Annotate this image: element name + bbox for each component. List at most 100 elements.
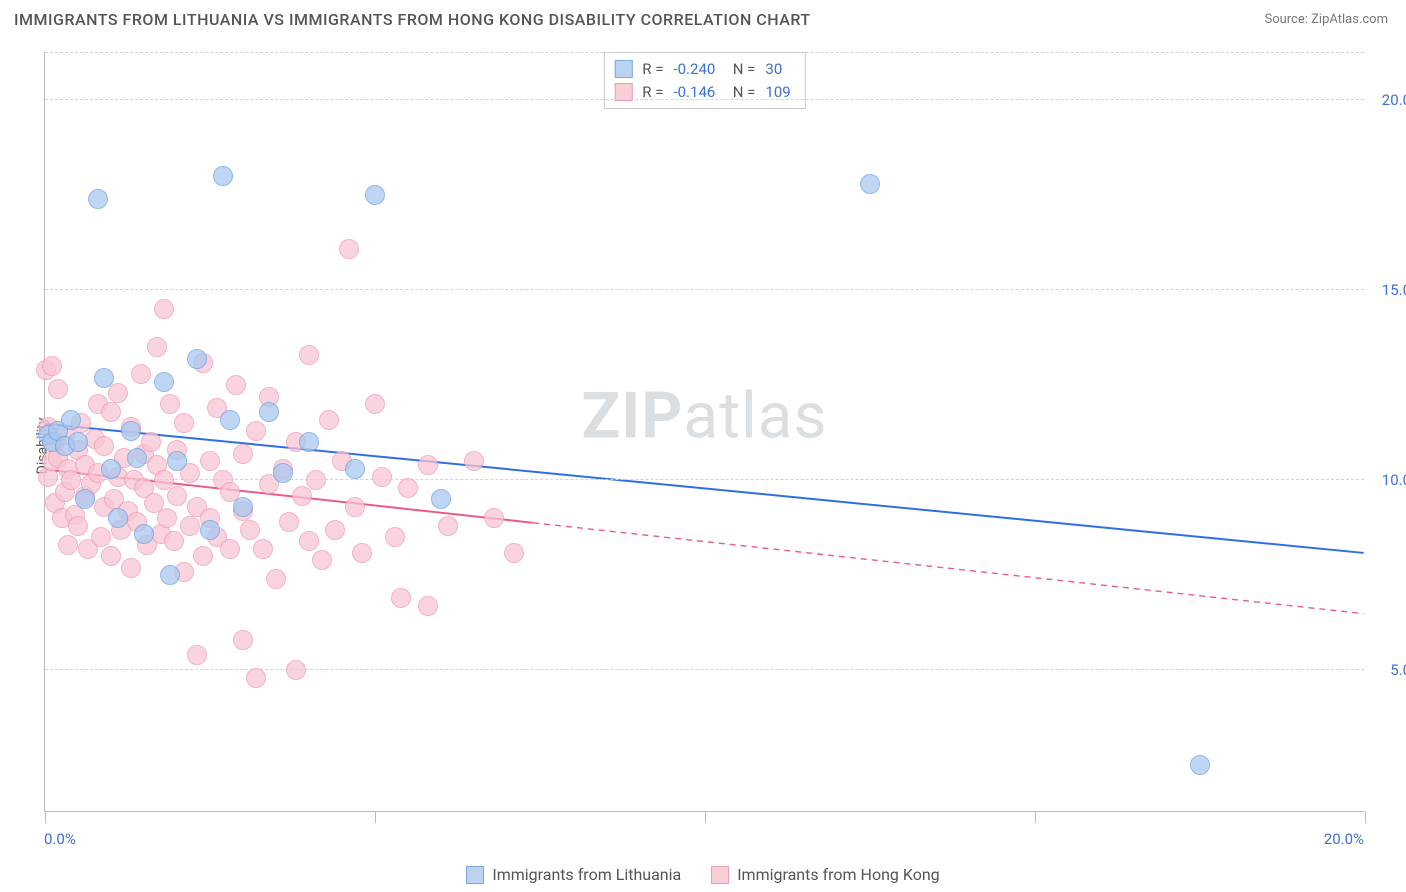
legend-item-lithuania: Immigrants from Lithuania	[466, 865, 681, 884]
legend-row-lithuania: R = -0.240 N = 30	[614, 58, 790, 81]
correlation-legend: R = -0.240 N = 30 R = -0.146 N = 109	[603, 52, 805, 109]
scatter-point-lithuania	[101, 459, 121, 479]
scatter-point-lithuania	[94, 368, 114, 388]
scatter-point-hongkong	[325, 520, 345, 540]
scatter-point-lithuania	[200, 520, 220, 540]
scatter-point-hongkong	[484, 508, 504, 528]
scatter-point-hongkong	[246, 668, 266, 688]
y-tick-label: 15.0%	[1372, 281, 1406, 299]
scatter-point-hongkong	[187, 645, 207, 665]
gridline	[45, 669, 1364, 670]
scatter-point-hongkong	[339, 239, 359, 259]
scatter-point-hongkong	[193, 546, 213, 566]
scatter-point-hongkong	[385, 527, 405, 547]
chart-title: IMMIGRANTS FROM LITHUANIA VS IMMIGRANTS …	[14, 10, 811, 29]
scatter-point-hongkong	[464, 451, 484, 471]
scatter-point-lithuania	[134, 524, 154, 544]
scatter-point-hongkong	[391, 588, 411, 608]
x-tick	[1035, 811, 1036, 823]
scatter-point-hongkong	[220, 539, 240, 559]
scatter-point-lithuania	[299, 432, 319, 452]
scatter-point-hongkong	[299, 345, 319, 365]
x-tick-label: 0.0%	[44, 830, 76, 848]
plot-area: ZIPatlas R = -0.240 N = 30 R = -0.146 N …	[44, 52, 1364, 812]
scatter-point-hongkong	[180, 516, 200, 536]
scatter-point-lithuania	[108, 508, 128, 528]
scatter-point-lithuania	[213, 166, 233, 186]
scatter-point-hongkong	[101, 402, 121, 422]
r-label: R =	[642, 58, 663, 81]
r-value-lithuania: -0.240	[673, 58, 715, 81]
scatter-point-lithuania	[220, 410, 240, 430]
scatter-point-hongkong	[312, 550, 332, 570]
scatter-point-hongkong	[91, 527, 111, 547]
series-label-lithuania: Immigrants from Lithuania	[492, 865, 681, 884]
scatter-point-hongkong	[167, 486, 187, 506]
source-label: Source: ZipAtlas.com	[1264, 12, 1388, 27]
scatter-point-hongkong	[438, 516, 458, 536]
gridline	[45, 289, 1364, 290]
scatter-point-lithuania	[1190, 755, 1210, 775]
scatter-point-hongkong	[279, 512, 299, 532]
scatter-point-hongkong	[286, 660, 306, 680]
scatter-point-hongkong	[68, 516, 88, 536]
chart-header: IMMIGRANTS FROM LITHUANIA VS IMMIGRANTS …	[0, 0, 1406, 33]
scatter-point-hongkong	[131, 364, 151, 384]
scatter-point-lithuania	[431, 489, 451, 509]
scatter-point-lithuania	[160, 565, 180, 585]
x-tick-label: 20.0%	[1324, 830, 1364, 848]
scatter-point-hongkong	[94, 436, 114, 456]
scatter-point-lithuania	[88, 189, 108, 209]
scatter-point-hongkong	[398, 478, 418, 498]
scatter-point-lithuania	[154, 372, 174, 392]
scatter-point-hongkong	[504, 543, 524, 563]
x-tick	[45, 811, 46, 823]
scatter-point-hongkong	[58, 535, 78, 555]
swatch-lithuania	[466, 866, 484, 884]
scatter-point-hongkong	[418, 455, 438, 475]
scatter-point-lithuania	[259, 402, 279, 422]
scatter-point-lithuania	[167, 451, 187, 471]
scatter-point-hongkong	[42, 356, 62, 376]
gridline	[45, 52, 1364, 53]
scatter-point-hongkong	[164, 531, 184, 551]
scatter-point-hongkong	[160, 394, 180, 414]
y-tick-label: 5.0%	[1372, 661, 1406, 679]
series-legend: Immigrants from Lithuania Immigrants fro…	[0, 865, 1406, 884]
scatter-point-hongkong	[345, 497, 365, 517]
swatch-hongkong	[614, 83, 632, 101]
scatter-point-hongkong	[365, 394, 385, 414]
scatter-point-hongkong	[306, 470, 326, 490]
legend-item-hongkong: Immigrants from Hong Kong	[711, 865, 939, 884]
scatter-point-hongkong	[240, 520, 260, 540]
scatter-point-lithuania	[233, 497, 253, 517]
gridline	[45, 99, 1364, 100]
x-tick	[375, 811, 376, 823]
scatter-point-lithuania	[187, 349, 207, 369]
scatter-point-hongkong	[233, 630, 253, 650]
scatter-point-hongkong	[372, 467, 392, 487]
scatter-point-hongkong	[147, 337, 167, 357]
y-tick-label: 10.0%	[1372, 471, 1406, 489]
scatter-point-hongkong	[108, 383, 128, 403]
swatch-hongkong	[711, 866, 729, 884]
scatter-point-hongkong	[121, 558, 141, 578]
scatter-point-hongkong	[266, 569, 286, 589]
scatter-point-hongkong	[154, 299, 174, 319]
x-tick	[1365, 811, 1366, 823]
n-label: N =	[725, 58, 755, 81]
scatter-point-hongkong	[253, 539, 273, 559]
trend-lines	[45, 52, 1364, 811]
scatter-point-lithuania	[127, 448, 147, 468]
scatter-point-lithuania	[75, 489, 95, 509]
scatter-point-hongkong	[226, 375, 246, 395]
scatter-point-hongkong	[246, 421, 266, 441]
scatter-point-hongkong	[319, 410, 339, 430]
scatter-point-hongkong	[48, 379, 68, 399]
scatter-point-hongkong	[233, 444, 253, 464]
y-tick-label: 20.0%	[1372, 91, 1406, 109]
n-value-lithuania: 30	[765, 58, 782, 81]
scatter-point-hongkong	[157, 508, 177, 528]
scatter-point-lithuania	[68, 432, 88, 452]
scatter-point-lithuania	[273, 463, 293, 483]
